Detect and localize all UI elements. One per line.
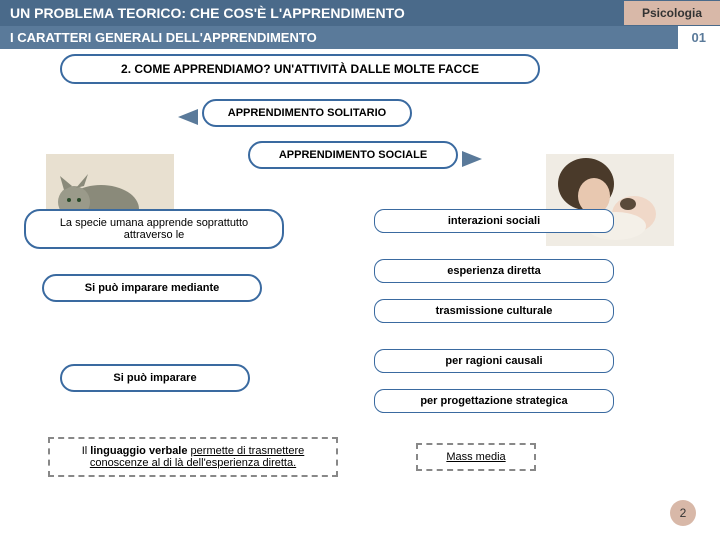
box-solitario: APPRENDIMENTO SOLITARIO [202, 99, 412, 127]
box-causali: per ragioni causali [374, 349, 614, 373]
box-trasmissione: trasmissione culturale [374, 299, 614, 323]
box-sociale: APPRENDIMENTO SOCIALE [248, 141, 458, 169]
box-massmedia: Mass media [416, 443, 536, 471]
header-bar: UN PROBLEMA TEORICO: CHE COS'È L'APPREND… [0, 0, 720, 26]
subheader-title: I CARATTERI GENERALI DELL'APPRENDIMENTO [10, 30, 678, 45]
box-strategica: per progettazione strategica [374, 389, 614, 413]
box-specie: La specie umana apprende soprattutto att… [24, 209, 284, 249]
subheader-num: 01 [678, 26, 720, 49]
arrow-right-icon [462, 151, 482, 167]
box-mediante: Si può imparare mediante [42, 274, 262, 302]
box-imparare: Si può imparare [60, 364, 250, 392]
linguaggio-text: Il linguaggio verbale permette di trasme… [82, 445, 305, 469]
arrow-left-icon [178, 109, 198, 125]
subheader-bar: I CARATTERI GENERALI DELL'APPRENDIMENTO … [0, 26, 720, 49]
box-esperienza: esperienza diretta [374, 259, 614, 283]
content-area: 2. COME APPRENDIAMO? UN'ATTIVITÀ DALLE M… [0, 49, 720, 63]
box-interazioni: interazioni sociali [374, 209, 614, 233]
header-title: UN PROBLEMA TEORICO: CHE COS'È L'APPREND… [10, 5, 624, 21]
massmedia-text: Mass media [446, 451, 505, 463]
main-question: 2. COME APPRENDIAMO? UN'ATTIVITÀ DALLE M… [60, 54, 540, 84]
page-number: 2 [670, 500, 696, 526]
box-linguaggio: Il linguaggio verbale permette di trasme… [48, 437, 338, 477]
header-tag: Psicologia [624, 1, 720, 25]
